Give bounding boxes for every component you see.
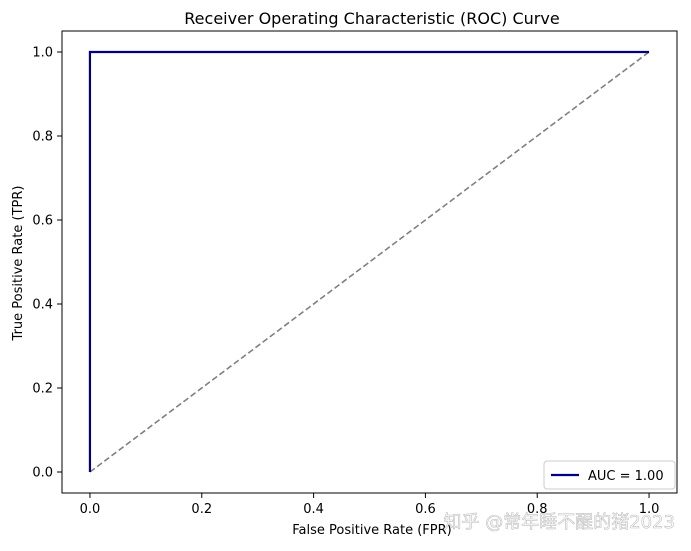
x-tick-label: 0.4	[303, 502, 324, 517]
y-tick-label: 0.2	[32, 382, 53, 397]
reference-diagonal-line	[89, 51, 650, 473]
x-tick-label: 0.8	[527, 502, 548, 517]
roc-curve-line	[88, 50, 650, 472]
legend-box	[543, 460, 676, 490]
x-tick-label: 0.6	[415, 502, 436, 517]
watermark-text: 知乎 @常年睡不醒的猪2023	[443, 512, 675, 533]
y-tick-label: 1.0	[32, 46, 53, 61]
x-tick-label: 1.0	[639, 502, 660, 517]
x-axis-label: False Positive Rate (FPR)	[292, 523, 451, 538]
legend-label-auc: AUC = 1.00	[588, 469, 664, 484]
legend: AUC = 1.00	[543, 460, 676, 490]
plot-area: 0.0 0.2 0.4 0.6 0.8 1.0 0.0 0.2 0.4 0.6 0.8 1.0	[32, 30, 678, 517]
y-tick-label: 0.4	[32, 298, 53, 313]
y-tick-label: 0.8	[32, 130, 53, 145]
y-axis-label: True Positive Rate (TPR)	[11, 186, 26, 342]
y-tick-label: 0.0	[32, 466, 53, 481]
x-tick-label: 0.2	[191, 502, 212, 517]
chart-title: Receiver Operating Characteristic (ROC) …	[184, 9, 559, 28]
x-tick-label: 0.0	[80, 502, 101, 517]
y-tick-label: 0.6	[32, 214, 53, 229]
plot-frame	[61, 30, 678, 494]
